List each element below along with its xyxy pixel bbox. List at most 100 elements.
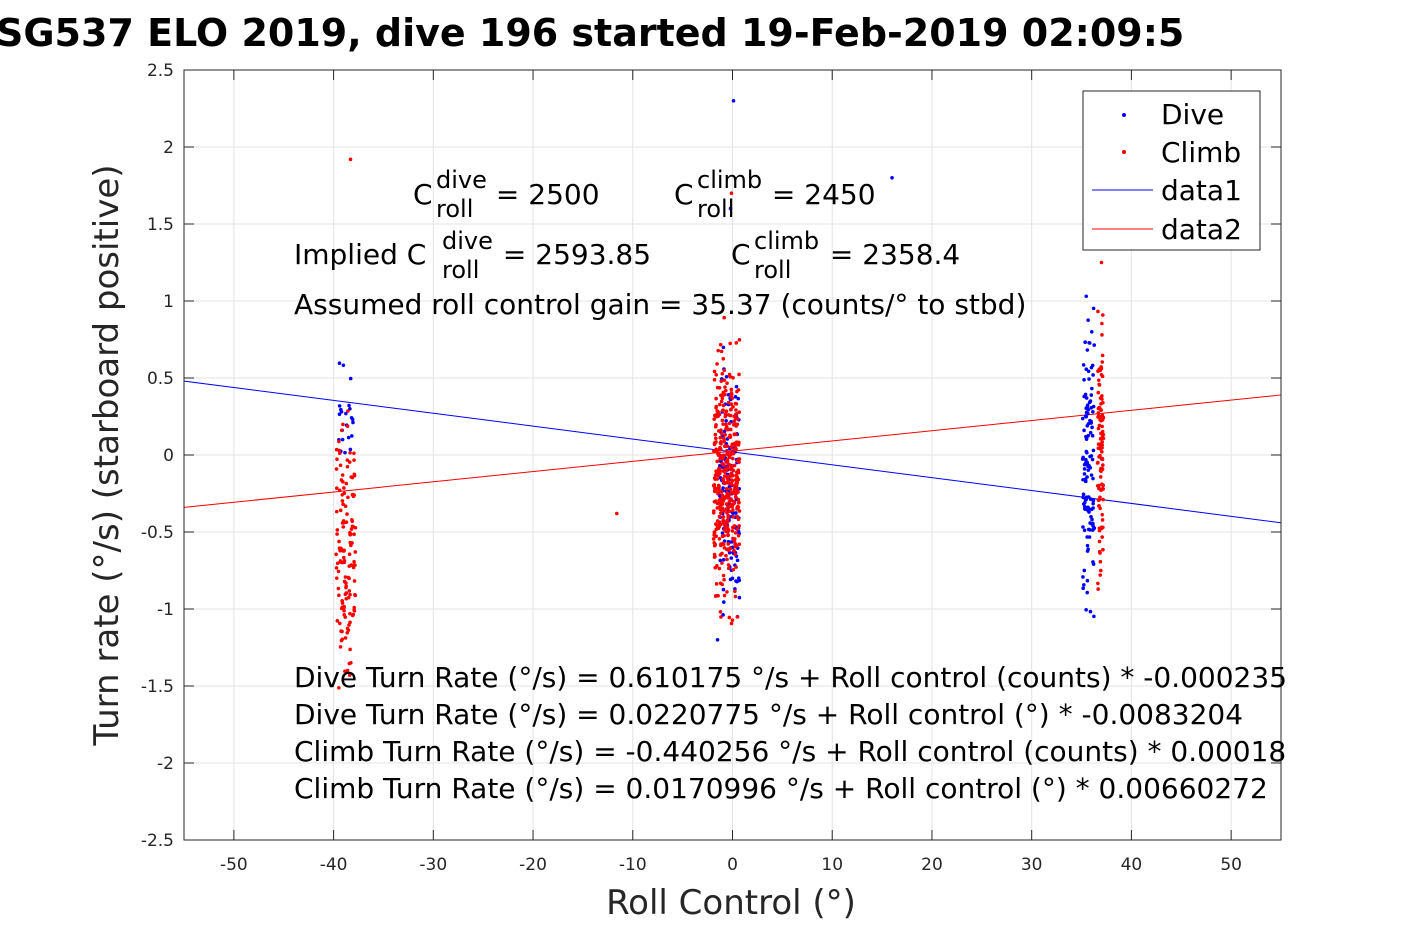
point-climb (1101, 313, 1105, 317)
point-climb (726, 542, 730, 546)
point-climb (734, 491, 739, 495)
point-dive (1089, 329, 1094, 334)
c-climb-symbol: C (674, 178, 694, 211)
point-climb (726, 528, 731, 532)
point-climb (712, 377, 717, 382)
point-climb (737, 372, 741, 377)
point-dive (1086, 318, 1090, 322)
point-climb (725, 452, 729, 456)
point-climb (732, 441, 737, 446)
point-climb (335, 486, 339, 490)
point-dive (890, 176, 894, 180)
point-dive (1089, 521, 1094, 526)
point-climb (342, 579, 347, 584)
point-climb (1099, 408, 1103, 412)
point-climb (348, 592, 352, 597)
point-climb (725, 381, 729, 385)
point-dive (1083, 414, 1088, 418)
point-climb (722, 527, 727, 532)
roll-coefficient-annotations: C dive roll = 2500 C climb roll = 2450 I… (294, 166, 1026, 321)
point-dive (1086, 407, 1091, 412)
point-climb (342, 555, 346, 560)
point-dive (1081, 363, 1086, 367)
point-climb (343, 575, 348, 579)
point-climb (342, 491, 347, 496)
point-climb (1100, 353, 1105, 358)
implied-dive-sub: roll (442, 256, 479, 284)
point-climb (734, 495, 738, 499)
point-climb (1095, 461, 1100, 465)
point-climb (735, 527, 739, 531)
point-climb (347, 661, 352, 666)
point-climb (335, 532, 339, 536)
point-climb (728, 427, 733, 432)
point-dive (730, 576, 735, 581)
point-dive (1089, 393, 1094, 397)
point-climb (722, 439, 727, 444)
point-climb (726, 563, 731, 567)
point-climb (734, 473, 738, 478)
point-climb (1100, 321, 1104, 326)
point-dive (1085, 424, 1090, 428)
point-climb (335, 561, 340, 566)
point-dive (350, 434, 354, 438)
point-dive (1090, 517, 1094, 522)
point-climb (736, 500, 741, 505)
point-climb (729, 387, 734, 392)
point-dive (351, 420, 355, 425)
point-climb (718, 435, 723, 440)
point-climb (725, 557, 729, 562)
point-climb (717, 566, 722, 571)
c-climb-value: = 2450 (763, 178, 876, 211)
point-dive (1089, 515, 1093, 519)
point-climb (718, 342, 723, 347)
point-climb (1099, 431, 1103, 436)
point-climb (737, 524, 741, 528)
point-climb (336, 586, 341, 591)
point-climb (721, 422, 725, 426)
point-climb (719, 542, 723, 546)
point-climb (728, 450, 733, 454)
point-climb (713, 542, 718, 547)
fit-equation-dive-counts: Dive Turn Rate (°/s) = 0.610175 °/s + Ro… (294, 661, 1287, 694)
point-climb (731, 375, 735, 380)
point-climb (1097, 539, 1102, 544)
point-climb (736, 388, 741, 392)
point-climb (335, 457, 339, 462)
point-dive (1084, 437, 1089, 441)
point-climb (720, 561, 724, 565)
point-dive (1082, 568, 1087, 573)
point-climb (341, 606, 346, 611)
point-dive (1091, 373, 1095, 377)
point-climb (340, 601, 345, 605)
point-dive (718, 558, 723, 563)
legend: Dive Climb data1 data2 (1082, 90, 1261, 251)
point-climb (726, 478, 731, 483)
point-climb (1099, 373, 1104, 377)
point-climb (722, 509, 726, 513)
point-climb (714, 396, 718, 401)
point-climb (345, 512, 349, 516)
point-climb (714, 471, 719, 476)
point-dive (728, 206, 733, 211)
point-climb (721, 403, 726, 408)
point-climb (736, 497, 741, 502)
point-climb (725, 466, 730, 470)
point-climb (724, 460, 728, 464)
point-dive (1086, 369, 1091, 374)
point-climb (1099, 260, 1104, 265)
point-dive (346, 435, 351, 440)
implied-prefix: Implied C (294, 238, 426, 271)
point-dive (1088, 430, 1093, 435)
point-dive (1082, 462, 1087, 467)
point-climb (731, 515, 736, 519)
point-dive (1082, 472, 1087, 476)
point-climb (713, 565, 718, 570)
point-climb (352, 472, 357, 477)
point-climb (723, 470, 727, 475)
point-dive (1085, 462, 1090, 466)
point-dive (1085, 590, 1090, 595)
point-climb (1100, 397, 1104, 401)
point-climb (342, 486, 346, 490)
